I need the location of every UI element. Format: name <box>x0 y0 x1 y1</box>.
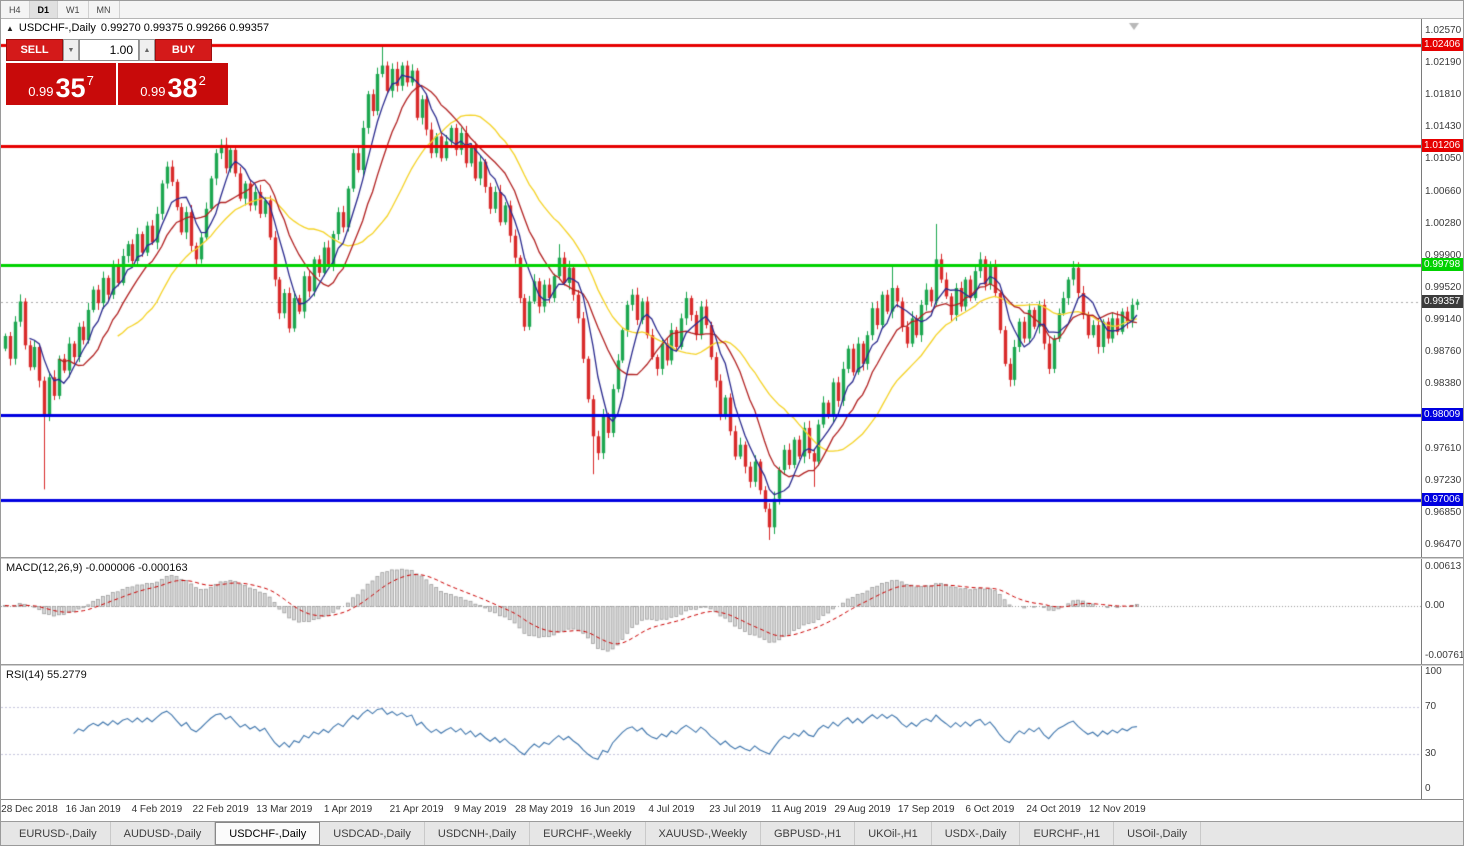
ask-price-big-digits: 38 <box>167 73 198 103</box>
price-axis-tick: 1.00280 <box>1425 217 1462 229</box>
chart-window: ▲ USDCHF-,Daily 0.99270 0.99375 0.99266 … <box>1 19 1463 821</box>
symbol-tab-usdx-daily[interactable]: USDX-,Daily <box>932 822 1021 845</box>
chevron-down-icon: ▼ <box>67 46 75 54</box>
macd-axis[interactable]: 0.00613 0.00 -0.007612 <box>1421 559 1463 664</box>
price-axis-tick: 1.00660 <box>1425 185 1462 197</box>
price-axis-tick: 0.97610 <box>1425 442 1462 454</box>
volume-decrease-button[interactable]: ▼ <box>63 39 79 61</box>
time-axis-label: 29 Aug 2019 <box>834 804 891 815</box>
ask-price-superscript: 2 <box>198 73 206 88</box>
time-axis-label: 17 Sep 2019 <box>897 804 955 815</box>
time-axis-label: 28 May 2019 <box>515 804 573 815</box>
chart-symbol-header: ▲ USDCHF-,Daily 0.99270 0.99375 0.99266 … <box>6 22 269 34</box>
price-axis-tick: 0.96470 <box>1425 539 1462 550</box>
time-axis-label: 23 Jul 2019 <box>709 804 761 815</box>
price-axis-tick: 0.99520 <box>1425 282 1462 293</box>
rsi-axis-tick: 100 <box>1425 666 1442 677</box>
chevron-up-icon: ▲ <box>143 46 151 54</box>
rsi-indicator-label: RSI(14) 55.2779 <box>6 669 87 681</box>
macd-axis-max: 0.00613 <box>1425 561 1462 572</box>
price-axis-tick: 0.97230 <box>1425 474 1462 486</box>
time-axis-label: 1 Apr 2019 <box>323 804 373 815</box>
chart-symbol-title: USDCHF-,Daily <box>18 22 96 34</box>
price-line-badge: 1.01206 <box>1422 138 1463 152</box>
rsi-axis-tick: 70 <box>1425 701 1437 713</box>
ask-price-button[interactable]: 0.99 38 2 <box>118 63 228 105</box>
macd-indicator-label: MACD(12,26,9) -0.000006 -0.000163 <box>6 562 188 574</box>
time-axis-label: 12 Nov 2019 <box>1088 804 1146 815</box>
price-axis[interactable]: 1.02570 1.02190 1.01810 1.01430 1.01050 1.006… <box>1421 19 1463 557</box>
timeframe-button-mn[interactable]: MN <box>89 1 120 18</box>
symbol-tab-eurusd-daily[interactable]: EURUSD-,Daily <box>6 822 111 845</box>
price-axis-tick: 0.96850 <box>1425 506 1462 518</box>
bid-price-button[interactable]: 0.99 35 7 <box>6 63 116 105</box>
symbol-tab-eurchf-h1[interactable]: EURCHF-,H1 <box>1020 822 1115 845</box>
rsi-axis[interactable]: 100 70 30 0 <box>1421 666 1463 799</box>
price-axis-tick: 0.99900 <box>1425 249 1462 261</box>
symbol-tab-gbpusd-h1[interactable]: GBPUSD-,H1 <box>761 822 856 845</box>
rsi-indicator-canvas[interactable] <box>1 666 1421 799</box>
buy-button[interactable]: BUY <box>155 39 212 61</box>
price-axis-tick: 0.99140 <box>1425 314 1462 326</box>
bid-price-prefix: 0.99 <box>28 84 54 99</box>
price-axis-tick: 0.98760 <box>1425 346 1462 358</box>
volume-input[interactable] <box>79 39 139 61</box>
rsi-axis-tick: 30 <box>1425 747 1437 759</box>
price-line-badge: 0.99798 <box>1422 257 1463 271</box>
price-line-badge: 0.98009 <box>1422 408 1463 422</box>
ask-price-prefix: 0.99 <box>140 84 166 99</box>
time-axis-label: 6 Oct 2019 <box>965 804 1015 815</box>
price-axis-tick: 1.01050 <box>1425 153 1462 165</box>
symbol-tab-ukoil-h1[interactable]: UKOil-,H1 <box>855 822 932 845</box>
time-axis-label: 9 May 2019 <box>454 804 507 815</box>
timeframe-button-h4[interactable]: H4 <box>1 1 30 18</box>
time-axis-label: 24 Oct 2019 <box>1026 804 1081 815</box>
time-axis-label: 13 Mar 2019 <box>256 804 313 815</box>
price-axis-tick: 1.01430 <box>1425 121 1462 133</box>
panel-separator[interactable] <box>1 557 1463 559</box>
time-axis-label: 21 Apr 2019 <box>389 804 444 815</box>
price-axis-tick: 0.98380 <box>1425 378 1462 390</box>
rsi-axis-tick: 0 <box>1425 783 1431 794</box>
time-axis-label: 16 Jan 2019 <box>65 804 121 815</box>
time-axis-label: 22 Feb 2019 <box>192 804 249 815</box>
one-click-panel-toggle-icon[interactable]: ▲ <box>6 24 14 33</box>
symbol-tab-usdcad-daily[interactable]: USDCAD-,Daily <box>320 822 425 845</box>
chart-tab-bar: EURUSD-,Daily AUDUSD-,Daily USDCHF-,Daily U… <box>1 821 1463 845</box>
timeframe-button-d1[interactable]: D1 <box>29 1 59 18</box>
time-axis-label: 4 Jul 2019 <box>648 804 695 815</box>
sell-button[interactable]: SELL <box>6 39 63 61</box>
chart-ohlc-values: 0.99270 0.99375 0.99266 0.99357 <box>100 22 270 34</box>
one-click-trading-panel: SELL ▼ ▲ BUY 0.99 35 7 0.99 38 <box>6 39 228 105</box>
price-chart-canvas[interactable] <box>1 19 1421 557</box>
price-line-badge: 1.02406 <box>1422 37 1463 51</box>
symbol-tab-xauusd-weekly[interactable]: XAUUSD-,Weekly <box>646 822 761 845</box>
macd-axis-min: -0.007612 <box>1425 650 1463 661</box>
panel-separator[interactable] <box>1 664 1463 666</box>
bid-price-superscript: 7 <box>86 73 94 88</box>
symbol-tab-eurchf-weekly[interactable]: EURCHF-,Weekly <box>530 822 646 845</box>
time-axis-label: 16 Jun 2019 <box>580 804 636 815</box>
macd-axis-zero: 0.00 <box>1425 599 1445 611</box>
time-axis-label: 4 Feb 2019 <box>131 804 183 815</box>
macd-indicator-canvas[interactable] <box>1 559 1421 664</box>
time-axis-label: 28 Dec 2018 <box>1 804 58 815</box>
timeframe-button-w1[interactable]: W1 <box>58 1 89 18</box>
timeframe-toolbar: H4 D1 W1 MN <box>1 1 1463 19</box>
symbol-tab-usdcnh-daily[interactable]: USDCNH-,Daily <box>425 822 531 845</box>
price-axis-tick: 1.01810 <box>1425 89 1462 101</box>
price-line-badge: 0.97006 <box>1422 492 1463 506</box>
symbol-tab-usoil-daily[interactable]: USOil-,Daily <box>1114 822 1201 845</box>
symbol-tab-audusd-daily[interactable]: AUDUSD-,Daily <box>111 822 216 845</box>
bid-price-big-digits: 35 <box>55 73 86 103</box>
price-axis-tick: 1.02570 <box>1425 25 1462 36</box>
time-axis[interactable]: 28 Dec 2018 16 Jan 2019 4 Feb 2019 22 Feb 2… <box>1 799 1463 821</box>
price-axis-tick: 1.02190 <box>1425 57 1462 69</box>
time-axis-label: 11 Aug 2019 <box>771 804 827 815</box>
volume-increase-button[interactable]: ▲ <box>139 39 155 61</box>
symbol-tab-usdchf-daily[interactable]: USDCHF-,Daily <box>215 822 321 845</box>
current-price-badge: 0.99357 <box>1422 294 1463 308</box>
